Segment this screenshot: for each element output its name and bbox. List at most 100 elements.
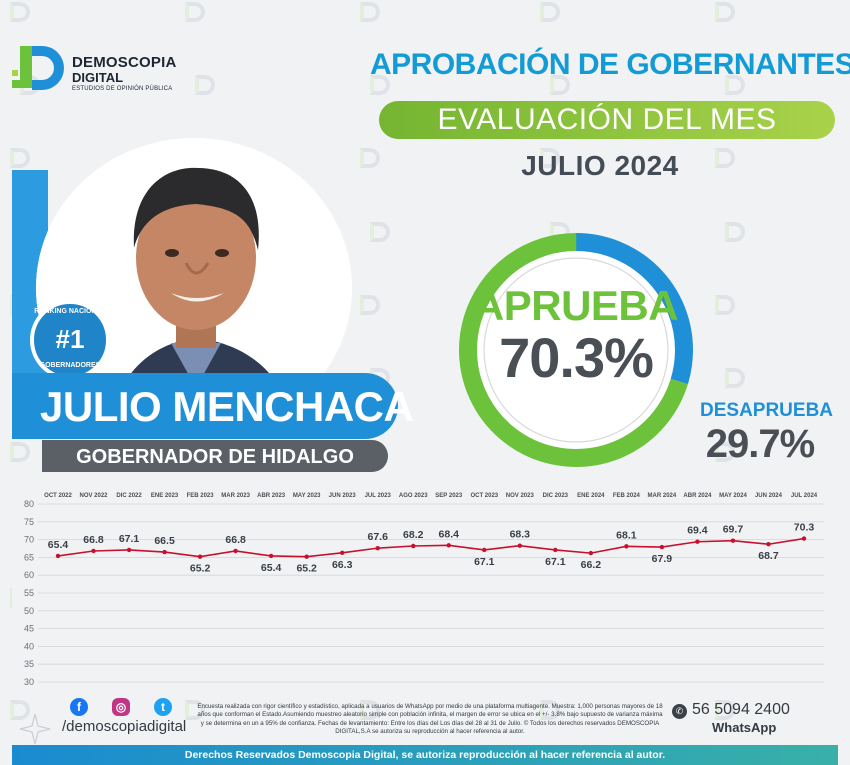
data-point [411,543,416,549]
data-label: 67.9 [652,553,673,565]
social-icons: f ◎ t [60,698,190,738]
data-label: 65.4 [48,539,69,551]
y-tick-label: 35 [24,659,34,669]
data-label: 65.2 [190,563,211,575]
x-tick-label: ENE 2024 [577,493,605,499]
watermark-logo [370,222,394,242]
data-point [482,547,487,553]
watermark-logo [540,2,564,22]
data-point [695,539,700,544]
sparkle-icon [19,713,51,745]
x-tick-label: MAR 2023 [221,493,250,499]
watermark-logo [725,222,749,242]
data-label: 67.1 [545,556,566,568]
data-label: 66.5 [154,535,175,547]
data-label: 68.2 [403,529,424,541]
x-tick-label: JUN 2023 [329,493,357,499]
data-label: 68.1 [616,529,637,541]
x-tick-label: NOV 2023 [506,493,535,499]
rank-ring-top: RANKING NACIONAL [34,308,106,315]
data-label: 70.3 [794,522,815,534]
disapprove-label: DESAPRUEBA [700,400,834,421]
approval-donut [459,233,693,467]
rights-bar [12,745,838,765]
facebook-icon[interactable]: f [70,698,88,716]
watermark-logo [10,148,34,168]
watermark-logo [715,2,739,22]
x-tick-label: FEB 2024 [613,493,641,499]
data-label: 66.2 [581,559,602,571]
watermark-logo [10,2,34,22]
role-banner [42,440,388,472]
x-tick-label: JUL 2023 [365,493,392,499]
data-label: 66.8 [83,534,104,546]
methodology-disclaimer: Encuesta realizada con rigor científico … [197,703,663,736]
name-banner [12,373,398,439]
subtitle: EVALUACIÓN DEL MES [437,103,777,136]
data-label: 68.7 [758,550,779,562]
y-tick-label: 55 [24,588,34,598]
x-tick-label: OCT 2022 [44,493,72,499]
data-point [339,550,345,555]
logo-name-line1: DEMOSCOPIA [72,54,177,71]
donut-approve-arc [459,233,693,467]
watermark-logo [715,295,739,315]
x-tick-label: MAY 2023 [293,493,321,499]
main-title: APROBACIÓN DE GOBERNANTES [370,48,850,81]
logo-name-line2: DIGITAL [72,70,124,85]
y-tick-label: 30 [24,677,34,687]
watermark-logo [360,295,384,315]
data-point [659,544,665,550]
x-tick-label: AGO 2023 [399,493,428,499]
data-point [268,553,274,559]
y-tick-label: 70 [24,535,34,545]
data-label: 67.1 [119,533,140,545]
data-point [801,536,807,541]
y-tick-label: 45 [24,624,34,634]
x-tick-label: MAY 2024 [719,493,747,499]
watermark-logo [10,442,34,462]
data-label: 65.2 [296,563,317,575]
rank-ring-bottom: GOBERNADORES [39,362,101,369]
data-point [730,538,736,543]
data-label: 66.8 [225,534,246,546]
watermark-logo [185,2,209,22]
whatsapp-label: WhatsApp [712,720,777,735]
rank-number: #1 [55,324,85,354]
twitter-icon[interactable]: t [154,698,172,716]
x-tick-label: DIC 2023 [543,493,569,499]
contact-phone[interactable]: 56 5094 2400 [692,701,790,718]
approve-value: 70.3% [499,326,654,389]
data-point [766,542,771,547]
logo-d-icon [12,46,64,90]
data-point [197,554,203,559]
rights-text: Derechos Reservados Demoscopia Digital, … [184,749,666,761]
logo-tagline: ESTUDIOS DE OPINIÓN PÚBLICA [72,86,173,92]
x-tick-label: DIC 2022 [116,493,142,499]
x-tick-label: NOV 2022 [80,493,109,499]
x-tick-label: ABR 2023 [257,493,286,499]
x-tick-label: MAR 2024 [648,493,677,499]
data-point [55,553,61,559]
instagram-icon[interactable]: ◎ [112,698,130,716]
x-tick-label: FEB 2023 [187,493,215,499]
social-handle[interactable]: /demoscopiadigital [62,718,187,735]
data-point [446,543,451,548]
y-tick-label: 40 [24,641,34,651]
approval-trend-chart: 30 35 40 45 50 55 60 65 70 75 80 OCT 2022 NOV 2022 DI… [12,486,838,690]
data-label: 69.7 [723,524,744,536]
chart-background [12,486,838,690]
x-tick-label: OCT 2023 [470,493,498,499]
data-point [375,545,380,551]
data-point [588,550,594,556]
data-label: 67.6 [367,531,388,543]
disapprove-value: 29.7% [705,422,815,466]
data-label: 66.3 [332,559,353,571]
rank-badge: RANKING NACIONAL #1 GOBERNADORES [30,300,110,380]
watermark-logo [360,148,384,168]
y-tick-label: 80 [24,499,34,509]
y-tick-label: 50 [24,606,34,616]
data-label: 68.4 [439,528,460,540]
approve-label: APRUEBA [473,282,679,329]
x-tick-label: ABR 2024 [683,493,712,499]
